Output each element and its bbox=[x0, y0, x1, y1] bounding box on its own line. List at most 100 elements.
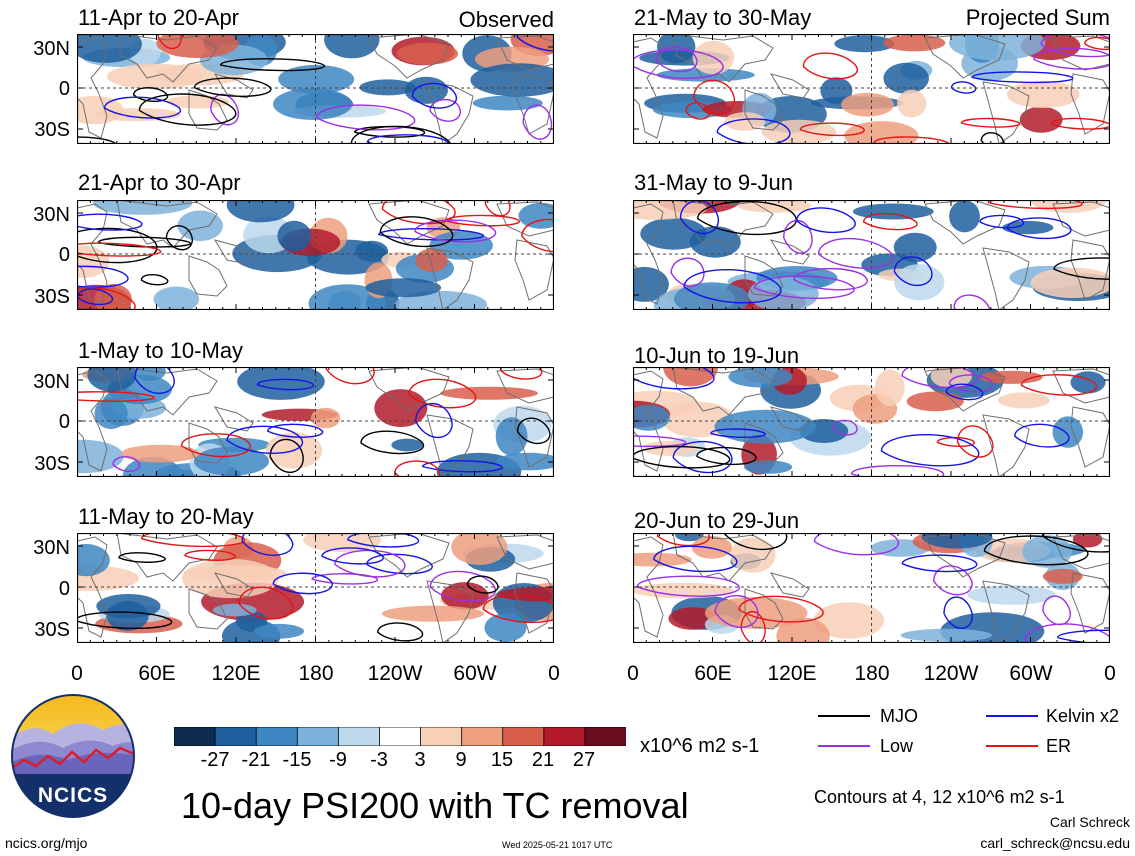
panel-title-left-1: 11-Apr to 20-Apr bbox=[78, 5, 240, 30]
contour-line bbox=[655, 46, 698, 73]
colorbar-tick: -3 bbox=[370, 749, 388, 771]
map-panel bbox=[633, 533, 1110, 643]
anomaly-shading bbox=[724, 112, 766, 131]
contour-line bbox=[633, 445, 731, 469]
lat-label-eq: 0 bbox=[58, 578, 70, 600]
anomaly-shading bbox=[183, 564, 287, 583]
contour-line bbox=[77, 391, 155, 402]
contour-line bbox=[394, 460, 441, 477]
contour-line bbox=[873, 136, 949, 144]
coastline bbox=[672, 533, 774, 582]
anomaly-shading bbox=[893, 232, 937, 263]
lat-label-eq: 0 bbox=[58, 411, 70, 433]
contour-line bbox=[77, 288, 114, 306]
contour-line bbox=[77, 611, 172, 630]
contour-line bbox=[377, 227, 485, 241]
anomaly-shading bbox=[675, 533, 704, 542]
colorbar-swatch bbox=[543, 727, 586, 746]
contour-line bbox=[653, 545, 738, 573]
anomaly-shading bbox=[834, 35, 895, 53]
anomaly-shading bbox=[177, 210, 223, 242]
anomaly-shading bbox=[900, 628, 993, 642]
coastline bbox=[633, 37, 664, 139]
contour-line bbox=[950, 81, 977, 94]
contour-line bbox=[1042, 595, 1071, 626]
map-panel bbox=[77, 367, 554, 477]
coastline bbox=[77, 203, 108, 305]
contours-note: Contours at 4, 12 x10^6 m2 s-1 bbox=[814, 787, 1065, 807]
anomaly-shading bbox=[359, 79, 416, 96]
colorbar-swatch bbox=[461, 727, 504, 746]
coastline bbox=[744, 89, 784, 131]
coastline bbox=[188, 255, 228, 297]
contour-line bbox=[266, 423, 324, 438]
lon-label-left: 60E bbox=[138, 662, 176, 685]
contour-line bbox=[710, 428, 766, 438]
legend-label-mjo: MJO bbox=[880, 706, 918, 726]
contour-line bbox=[636, 575, 740, 597]
lat-label-30s: 30S bbox=[34, 119, 70, 141]
contour-line bbox=[1041, 533, 1110, 553]
coastline bbox=[496, 368, 554, 404]
anomaly-shading bbox=[381, 605, 485, 622]
contour-line bbox=[112, 456, 141, 472]
contour-line bbox=[1053, 257, 1110, 281]
anomaly-shading bbox=[761, 119, 837, 144]
anomaly-shading bbox=[894, 264, 945, 301]
legend-line-kelvin bbox=[986, 715, 1038, 717]
coastline bbox=[514, 406, 554, 468]
contour-line bbox=[134, 367, 175, 395]
anomaly-shading bbox=[77, 34, 142, 63]
anomaly-shading bbox=[841, 92, 894, 117]
map-panel bbox=[77, 533, 554, 643]
colorbar-tick: -9 bbox=[329, 749, 347, 771]
coastline bbox=[1052, 368, 1110, 404]
contour-line bbox=[936, 436, 975, 447]
anomaly-shading bbox=[1052, 416, 1084, 448]
contour-line bbox=[77, 213, 143, 231]
anomaly-shading bbox=[106, 601, 149, 631]
contour-line bbox=[714, 594, 759, 628]
anomaly-shading bbox=[906, 391, 964, 412]
anomaly-shading bbox=[153, 286, 200, 310]
contour-line bbox=[933, 565, 973, 596]
anomaly-shading bbox=[391, 438, 423, 452]
anomaly-shading bbox=[77, 544, 110, 577]
coastline bbox=[188, 588, 228, 630]
contour-line bbox=[466, 575, 499, 594]
contour-line bbox=[799, 122, 865, 137]
colorbar-swatch bbox=[255, 727, 299, 746]
contour-line bbox=[1056, 629, 1110, 643]
anomaly-shading bbox=[472, 95, 543, 111]
contour-line bbox=[753, 275, 855, 299]
contour-line bbox=[1083, 36, 1110, 51]
lon-label-left: 180 bbox=[298, 662, 334, 685]
coastline bbox=[1070, 406, 1110, 468]
anomaly-shading bbox=[1072, 533, 1103, 548]
anomaly-shading bbox=[484, 613, 527, 642]
coastline bbox=[924, 533, 1006, 578]
contour-line bbox=[256, 378, 315, 391]
anomaly-shading bbox=[998, 392, 1050, 409]
contour-line bbox=[516, 417, 551, 445]
map-panel bbox=[633, 367, 1110, 477]
coastline bbox=[982, 81, 1030, 144]
map-panel bbox=[77, 34, 554, 144]
anomaly-shading bbox=[674, 282, 750, 310]
anomaly-shading bbox=[87, 367, 137, 392]
anomaly-shading bbox=[365, 278, 442, 298]
contour-line bbox=[414, 402, 453, 439]
panel-title-left-2: 21-Apr to 30-Apr bbox=[78, 170, 241, 195]
anomaly-shading bbox=[355, 240, 389, 262]
contour-line bbox=[971, 71, 1074, 84]
contour-line bbox=[1050, 117, 1110, 130]
coastline bbox=[188, 422, 228, 464]
colorbar-tick: 9 bbox=[455, 749, 467, 771]
anomaly-shading bbox=[1030, 267, 1110, 298]
anomaly-shading bbox=[728, 367, 793, 388]
lon-label-right: 0 bbox=[1104, 662, 1116, 685]
lat-label-eq: 0 bbox=[58, 78, 70, 100]
contour-line bbox=[157, 34, 182, 50]
contour-line bbox=[672, 441, 733, 474]
colorbar-swatch bbox=[337, 727, 381, 746]
